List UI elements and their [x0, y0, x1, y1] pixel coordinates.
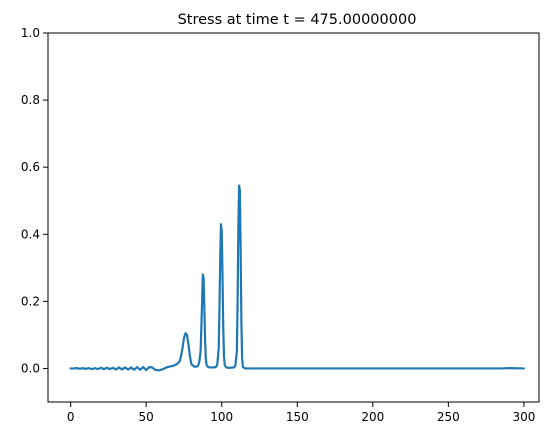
- series-layer: [69, 184, 525, 372]
- y-tick-label: 0.6: [21, 160, 40, 174]
- x-tick-label: 100: [210, 410, 233, 424]
- x-axis: 0 50 100 150 200 250 300: [67, 402, 535, 424]
- plot-frame: [47, 32, 540, 403]
- y-tick-label: 0.2: [21, 294, 40, 308]
- x-tick-label: 200: [361, 410, 384, 424]
- x-tick-label: 150: [286, 410, 309, 424]
- x-tick-label: 250: [437, 410, 460, 424]
- y-tick-label: 0.8: [21, 93, 40, 107]
- y-tick-label: 0.4: [21, 227, 40, 241]
- y-axis: 0.0 0.2 0.4 0.6 0.8 1.0: [21, 26, 48, 375]
- chart-title: Stress at time t = 475.00000000: [178, 12, 417, 28]
- y-tick-label: 0.0: [21, 361, 40, 375]
- x-tick-label: 50: [139, 410, 154, 424]
- x-tick-label: 300: [512, 410, 535, 424]
- plot-area: [47, 32, 540, 403]
- x-tick-label: 0: [67, 410, 75, 424]
- y-tick-label: 1.0: [21, 26, 40, 40]
- stress-line: [69, 184, 525, 372]
